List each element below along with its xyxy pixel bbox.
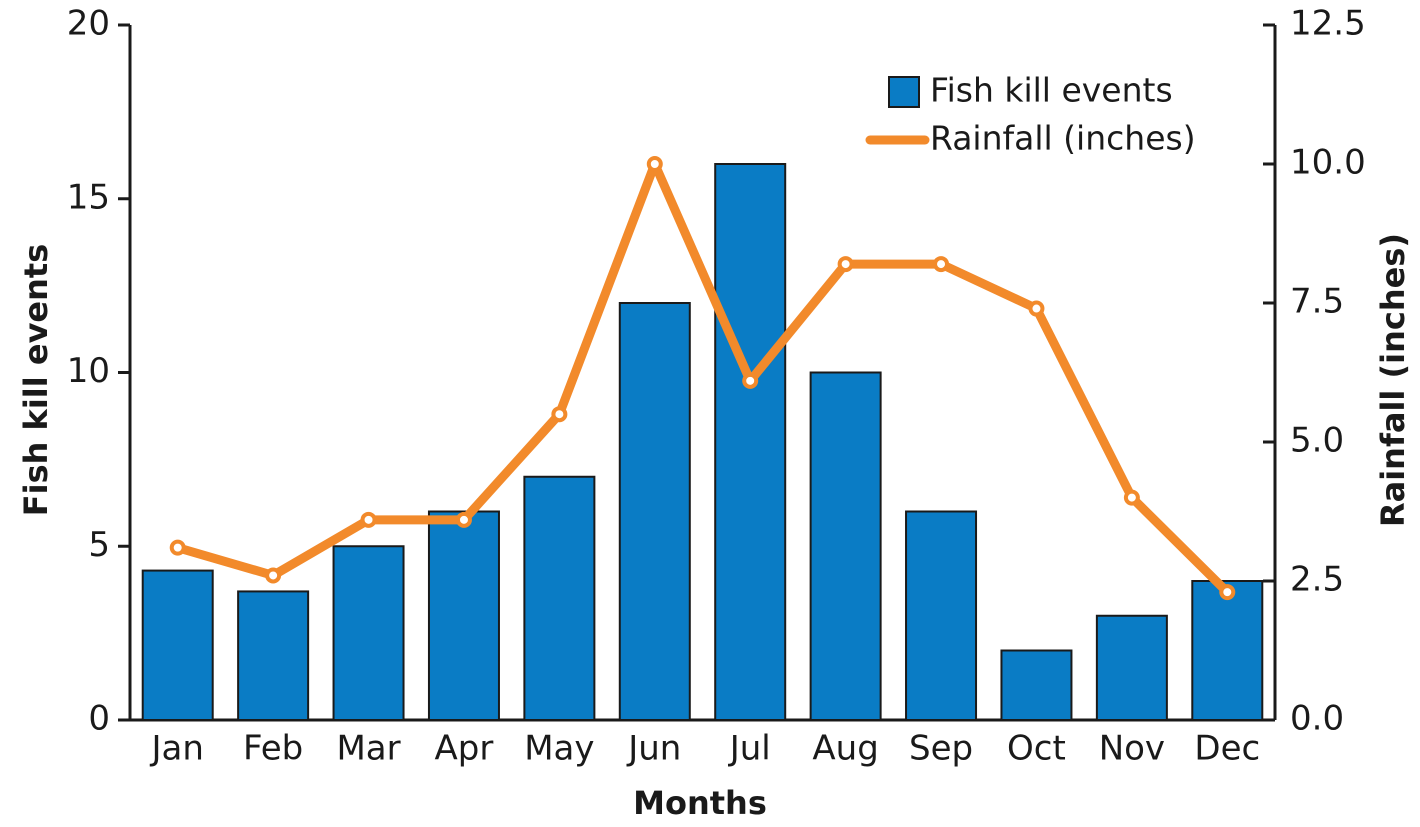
bar — [427, 510, 500, 721]
bar — [1191, 580, 1264, 721]
bar — [809, 371, 882, 721]
marker — [169, 539, 186, 556]
y-tick-label: 20 — [67, 4, 110, 44]
y-tick-label: 0 — [88, 699, 110, 739]
x-tick-label: Jun — [626, 729, 681, 769]
bar — [523, 475, 596, 721]
x-axis-title: Months — [633, 784, 767, 822]
marker — [1123, 489, 1140, 506]
y-tick-label: 15 — [67, 177, 110, 217]
legend-swatch — [888, 76, 920, 108]
bar — [618, 302, 691, 721]
legend-label: Fish kill events — [930, 71, 1173, 110]
marker — [646, 156, 663, 172]
marker — [1028, 300, 1045, 317]
y2-tick-label: 0.0 — [1290, 699, 1344, 739]
marker — [551, 406, 568, 423]
x-tick-label: Aug — [812, 729, 878, 769]
line — [176, 159, 1231, 596]
marker — [265, 567, 282, 584]
bar — [1095, 614, 1168, 721]
y2-tick-label: 7.5 — [1290, 282, 1344, 322]
x-tick-label: Mar — [336, 729, 400, 769]
x-tick-label: Oct — [1007, 729, 1066, 769]
bar — [905, 510, 978, 721]
marker — [455, 511, 472, 528]
marker — [933, 256, 950, 273]
y2-tick-label: 10.0 — [1290, 143, 1366, 183]
y2-tick-label: 2.5 — [1290, 560, 1344, 600]
y-axis-title: Fish kill events — [17, 244, 55, 517]
marker — [837, 256, 854, 273]
x-tick-label: Nov — [1099, 729, 1165, 769]
x-tick-label: Apr — [435, 729, 494, 769]
y-tick-label: 10 — [67, 351, 110, 391]
marker — [742, 372, 759, 389]
x-tick-label: Sep — [909, 729, 973, 769]
bar — [141, 569, 214, 722]
bar — [237, 590, 310, 721]
y2-tick-label: 5.0 — [1290, 421, 1344, 461]
x-tick-label: Jul — [728, 729, 771, 769]
x-tick-label: Dec — [1194, 729, 1260, 769]
x-tick-label: Jan — [149, 729, 203, 769]
bar — [714, 163, 787, 721]
bar — [1000, 649, 1073, 721]
x-tick-label: May — [524, 729, 594, 769]
bar — [332, 545, 405, 721]
legend-label: Rainfall (inches) — [930, 119, 1196, 158]
y2-axis-title: Rainfall (inches) — [1374, 233, 1412, 527]
y-tick-label: 5 — [88, 525, 110, 565]
x-tick-label: Feb — [243, 729, 303, 769]
y2-tick-label: 12.5 — [1290, 4, 1366, 44]
marker — [360, 511, 377, 528]
marker — [1219, 584, 1236, 601]
